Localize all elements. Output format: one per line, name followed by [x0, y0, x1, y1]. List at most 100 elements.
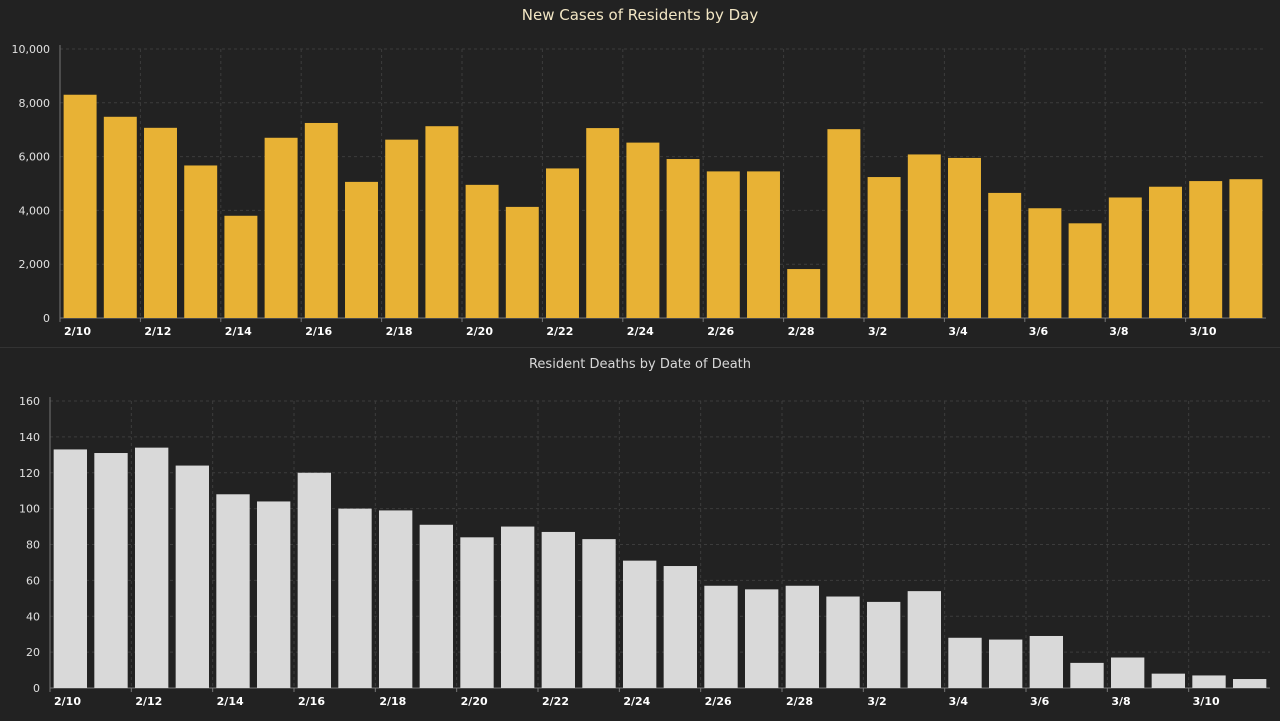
- bar-2-17[interactable]: [345, 181, 378, 318]
- y-tick-label: 60: [26, 574, 40, 587]
- y-tick-label: 0: [33, 682, 40, 695]
- x-tick-label: 3/4: [948, 325, 968, 338]
- x-tick-label: 2/26: [707, 325, 734, 338]
- bar-2-26[interactable]: [706, 171, 740, 318]
- bar-2-13[interactable]: [184, 165, 218, 318]
- x-tick-label: 2/10: [64, 325, 91, 338]
- chart-title-new-cases: New Cases of Residents by Day: [521, 6, 759, 24]
- bar-3-4[interactable]: [948, 637, 982, 688]
- bar-3-2[interactable]: [867, 177, 901, 318]
- bar-3-1[interactable]: [827, 129, 861, 318]
- y-tick-label: 120: [19, 467, 40, 480]
- bar-2-14[interactable]: [216, 494, 250, 688]
- bar-2-14[interactable]: [224, 215, 258, 318]
- bar-2-10[interactable]: [63, 94, 97, 318]
- bar-2-12[interactable]: [134, 447, 169, 688]
- bar-2-19[interactable]: [419, 524, 454, 688]
- y-tick-label: 10,000: [12, 43, 51, 56]
- bar-3-5[interactable]: [988, 192, 1022, 318]
- bar-2-16[interactable]: [297, 472, 332, 688]
- bar-2-18[interactable]: [378, 510, 413, 688]
- y-tick-label: 40: [26, 610, 40, 623]
- y-tick-label: 80: [26, 539, 40, 552]
- x-tick-label: 3/2: [868, 325, 887, 338]
- x-tick-label: 3/6: [1029, 325, 1049, 338]
- x-tick-label: 3/10: [1190, 325, 1217, 338]
- x-tick-label: 3/10: [1193, 695, 1220, 708]
- bar-3-1[interactable]: [826, 596, 860, 688]
- bar-3-2[interactable]: [866, 601, 901, 688]
- bar-3-8[interactable]: [1108, 197, 1142, 318]
- bar-3-11[interactable]: [1229, 179, 1263, 318]
- bar-3-3[interactable]: [907, 591, 942, 688]
- bar-2-24[interactable]: [622, 560, 657, 688]
- x-tick-label: 2/20: [461, 695, 488, 708]
- bar-2-17[interactable]: [338, 508, 372, 688]
- x-tick-label: 2/26: [705, 695, 732, 708]
- bar-2-11[interactable]: [94, 453, 128, 688]
- bar-3-10[interactable]: [1192, 675, 1226, 688]
- x-tick-label: 2/18: [386, 325, 413, 338]
- bar-3-9[interactable]: [1149, 186, 1182, 318]
- new-cases-chart: 0 2,000 4,000 6,000 8,000 10,000 2/10 2/12 2/14 2…: [12, 43, 1266, 338]
- bar-2-25[interactable]: [666, 159, 700, 318]
- bar-2-12[interactable]: [144, 127, 177, 318]
- bar-2-21[interactable]: [505, 206, 539, 318]
- bar-2-24[interactable]: [626, 142, 660, 318]
- x-tick-label: 3/8: [1111, 695, 1130, 708]
- bar-2-23[interactable]: [586, 128, 620, 318]
- x-tick-label: 2/16: [298, 695, 325, 708]
- bar-3-7[interactable]: [1070, 662, 1104, 688]
- x-tick-label: 3/6: [1030, 695, 1050, 708]
- bar-2-19[interactable]: [425, 126, 459, 318]
- bar-3-11[interactable]: [1232, 679, 1267, 688]
- bar-3-3[interactable]: [907, 154, 941, 318]
- bar-2-22[interactable]: [546, 168, 579, 318]
- bar-3-10[interactable]: [1189, 181, 1223, 318]
- bar-2-21[interactable]: [500, 526, 535, 688]
- y-tick-label: 20: [26, 646, 40, 659]
- bar-2-13[interactable]: [175, 465, 210, 688]
- bar-2-15[interactable]: [264, 137, 298, 318]
- bar-2-15[interactable]: [256, 501, 291, 688]
- x-tick-label: 2/18: [379, 695, 406, 708]
- x-tick-label: 2/12: [135, 695, 162, 708]
- y-tick-label: 160: [19, 395, 40, 408]
- bar-2-26[interactable]: [704, 585, 738, 688]
- bar-2-25[interactable]: [663, 566, 698, 688]
- bar-2-20[interactable]: [460, 537, 494, 688]
- y-tick-label: 2,000: [19, 258, 51, 271]
- bar-2-28[interactable]: [785, 585, 820, 688]
- x-tick-label: 2/14: [217, 695, 244, 708]
- x-tick-label: 2/20: [466, 325, 493, 338]
- bar-2-27[interactable]: [744, 589, 779, 688]
- y-tick-label: 8,000: [19, 97, 51, 110]
- bar-3-7[interactable]: [1068, 223, 1102, 318]
- x-tick-label: 2/22: [542, 695, 569, 708]
- x-tick-label: 2/10: [54, 695, 81, 708]
- x-tick-label: 2/28: [786, 695, 813, 708]
- bar-2-18[interactable]: [385, 139, 419, 318]
- bar-3-9[interactable]: [1151, 673, 1186, 688]
- bar-3-6[interactable]: [1028, 208, 1062, 318]
- x-tick-label: 3/4: [949, 695, 969, 708]
- bar-2-23[interactable]: [582, 539, 616, 688]
- resident-deaths-chart-panel: Resident Deaths by Date of Death 0 20 40 60…: [0, 347, 1280, 721]
- y-tick-label: 0: [43, 312, 50, 325]
- bar-3-8[interactable]: [1110, 657, 1145, 688]
- x-tick-label: 2/14: [225, 325, 252, 338]
- bar-2-20[interactable]: [465, 184, 499, 318]
- bar-2-27[interactable]: [747, 171, 780, 318]
- bar-2-11[interactable]: [103, 116, 137, 319]
- y-tick-label: 100: [19, 503, 40, 516]
- bar-2-16[interactable]: [304, 122, 338, 318]
- bar-2-28[interactable]: [787, 269, 821, 318]
- bar-2-22[interactable]: [541, 531, 576, 688]
- y-tick-label: 6,000: [19, 151, 51, 164]
- bar-3-4[interactable]: [948, 157, 981, 318]
- bar-3-5[interactable]: [988, 639, 1023, 688]
- bar-2-10[interactable]: [53, 449, 88, 688]
- x-tick-label: 2/16: [305, 325, 332, 338]
- bar-3-6[interactable]: [1029, 635, 1064, 688]
- x-tick-label: 2/24: [627, 325, 654, 338]
